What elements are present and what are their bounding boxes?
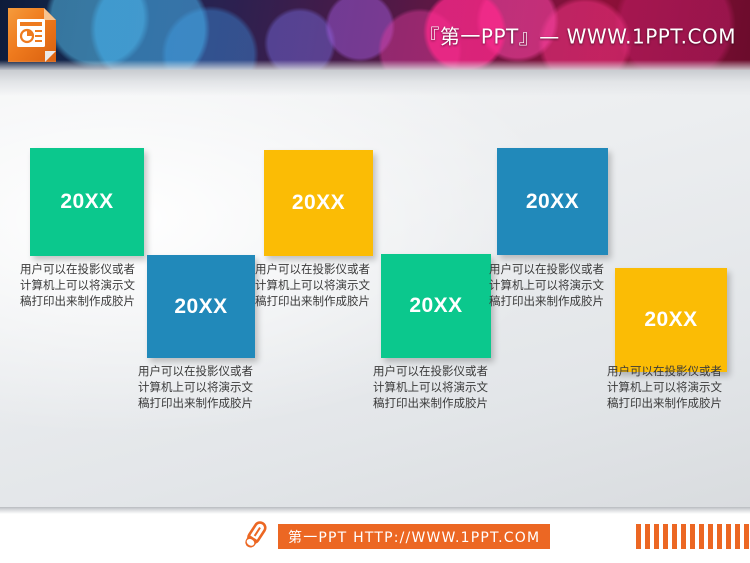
banner-bottom-fade — [0, 60, 750, 70]
top-banner: 『第一PPT』— WWW.1PPT.COM — [0, 0, 750, 70]
diagram-caption-2: 用户可以在投影仪或者 计算机上可以将演示文 稿打印出来制作成胶片 — [138, 364, 253, 410]
diagram-card-label-5: 20XX — [525, 189, 580, 213]
powerpoint-logo-icon — [6, 6, 58, 64]
barcode-stripes — [636, 524, 750, 549]
diagram-card-label-2: 20XX — [174, 294, 228, 318]
diagram-card-label-4: 20XX — [409, 294, 463, 317]
diagram-caption-4: 用户可以在投影仪或者 计算机上可以将演示文 稿打印出来制作成胶片 — [373, 364, 488, 410]
diagram-caption-5: 用户可以在投影仪或者 计算机上可以将演示文 稿打印出来制作成胶片 — [489, 262, 604, 308]
diagram-card-label-6: 20XX — [644, 308, 698, 331]
diagram-card-3[interactable]: 20XX — [264, 150, 373, 256]
bottom-top-shadow — [0, 507, 750, 514]
footer-url-text: 第一PPT HTTP://WWW.1PPT.COM — [288, 529, 541, 546]
diagram-card-5[interactable]: 20XX — [497, 148, 608, 255]
body-top-shadow — [0, 70, 750, 96]
pen-icon — [238, 518, 272, 552]
diagram-caption-6: 用户可以在投影仪或者 计算机上可以将演示文 稿打印出来制作成胶片 — [607, 364, 722, 410]
footer-url-bar: 第一PPT HTTP://WWW.1PPT.COM — [278, 524, 551, 549]
diagram-card-6[interactable]: 20XX — [615, 268, 727, 372]
diagram-caption-3: 用户可以在投影仪或者 计算机上可以将演示文 稿打印出来制作成胶片 — [255, 262, 370, 308]
diagram-card-1[interactable]: 20XX — [30, 148, 144, 256]
diagram-card-4[interactable]: 20XX — [381, 254, 491, 358]
diagram-card-2[interactable]: 20XX — [147, 255, 255, 358]
diagram-card-label-1: 20XX — [60, 190, 114, 213]
banner-title: 『第一PPT』— WWW.1PPT.COM — [419, 24, 736, 49]
diagram-card-label-3: 20XX — [291, 191, 346, 214]
bottom-banner: 第一PPT HTTP://WWW.1PPT.COM — [0, 507, 750, 563]
diagram-caption-1: 用户可以在投影仪或者 计算机上可以将演示文 稿打印出来制作成胶片 — [20, 262, 135, 308]
slide-body: 20XX 用户可以在投影仪或者 计算机上可以将演示文 稿打印出来制作成胶片 20XX… — [0, 70, 750, 507]
